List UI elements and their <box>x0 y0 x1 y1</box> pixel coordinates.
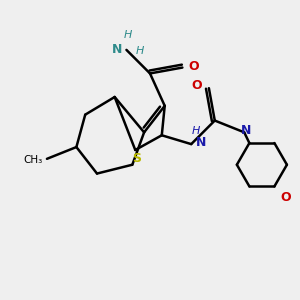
Text: N: N <box>196 136 206 149</box>
Text: H: H <box>124 31 132 40</box>
Text: N: N <box>241 124 252 136</box>
Text: H: H <box>191 126 200 136</box>
Text: O: O <box>280 191 291 204</box>
Text: O: O <box>188 60 199 73</box>
Text: H: H <box>135 46 144 56</box>
Text: N: N <box>112 44 122 56</box>
Text: O: O <box>191 79 202 92</box>
Text: CH₃: CH₃ <box>23 155 43 165</box>
Text: S: S <box>132 152 141 165</box>
